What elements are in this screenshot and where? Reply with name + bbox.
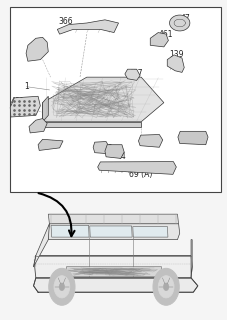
Circle shape xyxy=(163,283,168,291)
Text: 43: 43 xyxy=(30,122,40,131)
Polygon shape xyxy=(132,227,167,237)
Circle shape xyxy=(152,268,178,305)
Polygon shape xyxy=(150,33,168,47)
Polygon shape xyxy=(42,77,163,122)
Polygon shape xyxy=(167,55,183,72)
Circle shape xyxy=(54,276,69,298)
Text: 376: 376 xyxy=(191,132,206,140)
Text: 134: 134 xyxy=(144,135,158,144)
Polygon shape xyxy=(177,131,207,145)
Polygon shape xyxy=(57,20,118,34)
Text: 28: 28 xyxy=(103,144,113,153)
Polygon shape xyxy=(35,256,191,278)
Text: 481: 481 xyxy=(11,97,25,106)
Text: 44: 44 xyxy=(116,152,126,161)
Polygon shape xyxy=(42,122,141,126)
Text: 461: 461 xyxy=(158,30,172,39)
Circle shape xyxy=(158,276,173,298)
Polygon shape xyxy=(169,15,189,31)
Polygon shape xyxy=(138,134,162,147)
Text: 134: 134 xyxy=(40,140,55,148)
Polygon shape xyxy=(48,214,178,224)
Polygon shape xyxy=(51,225,89,237)
Text: 45: 45 xyxy=(29,42,39,52)
Polygon shape xyxy=(89,226,132,237)
Text: 427: 427 xyxy=(128,69,143,78)
Polygon shape xyxy=(97,162,175,174)
Polygon shape xyxy=(124,69,139,80)
Text: 69 (A): 69 (A) xyxy=(128,170,151,179)
Circle shape xyxy=(49,268,75,305)
Polygon shape xyxy=(29,119,47,133)
Circle shape xyxy=(59,283,64,291)
Polygon shape xyxy=(38,139,63,150)
Text: 139: 139 xyxy=(169,50,183,59)
Polygon shape xyxy=(33,278,197,292)
Polygon shape xyxy=(48,224,179,240)
Polygon shape xyxy=(65,267,161,276)
Polygon shape xyxy=(42,96,48,122)
Text: 47: 47 xyxy=(180,14,190,23)
Polygon shape xyxy=(93,141,109,154)
Polygon shape xyxy=(104,145,124,158)
Text: 1: 1 xyxy=(24,82,29,91)
Polygon shape xyxy=(26,37,48,61)
Text: 366: 366 xyxy=(58,17,73,26)
Polygon shape xyxy=(33,224,49,267)
Polygon shape xyxy=(190,240,191,278)
Bar xyxy=(10,7,220,192)
Polygon shape xyxy=(10,96,40,117)
